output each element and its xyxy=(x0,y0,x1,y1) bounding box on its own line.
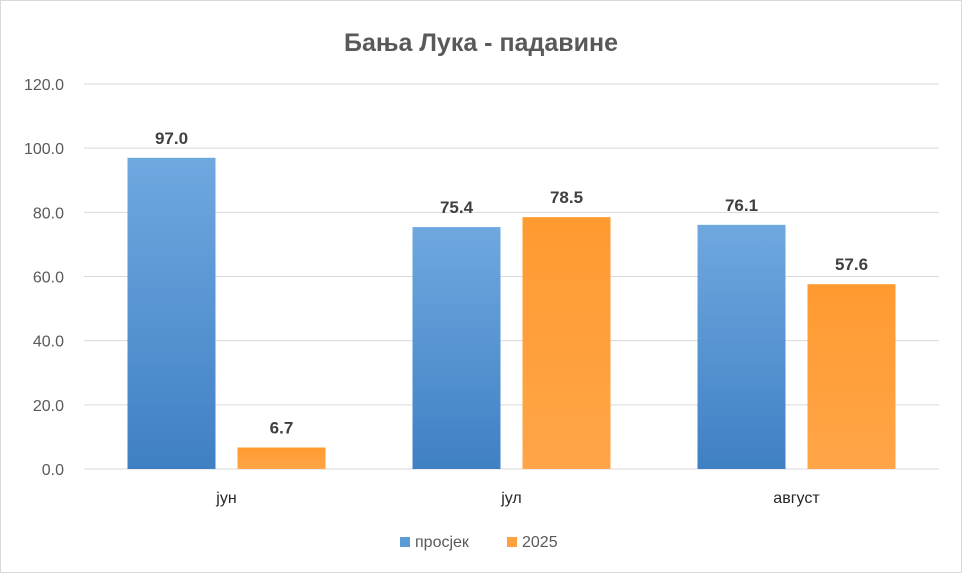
bar-prosjek-0 xyxy=(127,157,216,469)
data-label: 6.7 xyxy=(270,419,294,438)
data-label: 75.4 xyxy=(440,198,474,217)
bar-y2025-0 xyxy=(237,447,326,469)
legend-swatch xyxy=(400,537,410,547)
chart-title: Бања Лука - падавине xyxy=(344,29,618,57)
bars xyxy=(127,157,896,469)
data-label: 97.0 xyxy=(155,129,188,148)
legend: просјек 2025 xyxy=(400,534,558,551)
data-label: 57.6 xyxy=(835,255,868,274)
bar-prosjek-1 xyxy=(412,227,501,469)
x-category-label: јул xyxy=(500,490,522,507)
data-labels: 97.0 6.7 75.4 78.5 76.1 57.6 xyxy=(155,129,868,438)
y-tick-label: 20.0 xyxy=(33,398,64,415)
bar-prosjek-2 xyxy=(697,224,786,469)
x-category-label: јун xyxy=(215,490,236,507)
x-axis-categories: јун јул август xyxy=(215,490,820,507)
data-label: 76.1 xyxy=(725,196,758,215)
gridlines xyxy=(84,83,939,470)
y-tick-label: 60.0 xyxy=(33,270,64,287)
bar-y2025-2 xyxy=(807,284,896,469)
legend-label: 2025 xyxy=(522,534,558,551)
x-category-label: август xyxy=(773,490,820,507)
data-label: 78.5 xyxy=(550,188,583,207)
bar-y2025-1 xyxy=(522,217,611,469)
y-tick-label: 100.0 xyxy=(24,141,64,158)
y-axis-ticks: 0.0 20.0 40.0 60.0 80.0 100.0 120.0 xyxy=(24,77,64,479)
y-tick-label: 0.0 xyxy=(42,462,64,479)
y-tick-label: 80.0 xyxy=(33,205,64,222)
y-tick-label: 120.0 xyxy=(24,77,64,94)
legend-swatch xyxy=(507,537,517,547)
y-tick-label: 40.0 xyxy=(33,334,64,351)
legend-label: просјек xyxy=(415,534,470,551)
